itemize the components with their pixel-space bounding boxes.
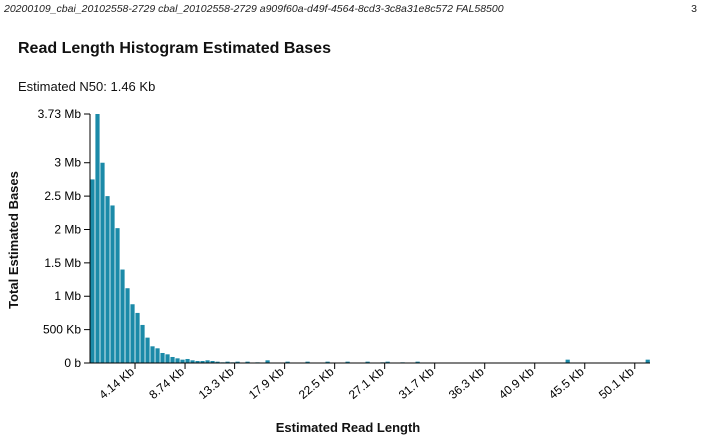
x-axis-title: Estimated Read Length — [276, 420, 421, 435]
histogram-bar — [175, 358, 180, 363]
histogram-bar — [160, 352, 165, 363]
histogram-bar — [235, 361, 240, 363]
histogram-bar — [190, 360, 195, 363]
histogram-bar — [185, 358, 190, 363]
x-tick-label: 22.5 Kb — [296, 364, 337, 402]
y-tick-label: 3 Mb — [54, 156, 81, 170]
n50-label: Estimated N50: 1.46 Kb — [18, 79, 156, 94]
y-tick-label: 0 b — [64, 356, 81, 370]
x-tick-label: 36.3 Kb — [446, 364, 487, 402]
histogram-bar — [285, 361, 290, 363]
x-tick-label: 13.3 Kb — [196, 364, 237, 402]
y-axis-title: Total Estimated Bases — [6, 171, 21, 309]
histogram-bar — [215, 361, 220, 363]
histogram-bar — [415, 361, 420, 363]
histogram-bar — [155, 348, 160, 363]
histogram-bar — [100, 162, 105, 363]
histogram-bar — [140, 324, 145, 363]
header-bar: 20200109_cbai_20102558-2729 cbal_2010255… — [4, 3, 697, 19]
histogram-bar — [135, 312, 140, 363]
x-tick-label: 50.1 Kb — [596, 364, 637, 402]
histogram-bar — [150, 346, 155, 363]
histogram-bar — [105, 196, 110, 363]
y-tick-label: 3.73 Mb — [38, 107, 82, 121]
chart-title: Read Length Histogram Estimated Bases — [18, 40, 331, 57]
x-tick-label: 17.9 Kb — [246, 364, 287, 402]
histogram-bar — [325, 361, 330, 363]
histogram-bar — [110, 205, 115, 363]
x-tick-label: 31.7 Kb — [396, 364, 437, 402]
y-tick-label: 2 Mb — [54, 222, 81, 236]
histogram-bar — [245, 361, 250, 363]
histogram-bar — [210, 361, 215, 363]
histogram-bar — [365, 361, 370, 363]
histogram-bar — [90, 179, 95, 363]
y-tick-label: 2.5 Mb — [44, 189, 81, 203]
histogram-bar — [115, 228, 120, 363]
histogram-bar — [305, 361, 310, 363]
x-tick-label: 4.14 Kb — [96, 364, 137, 402]
page-number: 3 — [691, 3, 697, 15]
x-tick-label: 45.5 Kb — [546, 364, 587, 402]
histogram-bar — [130, 304, 135, 363]
histogram-bar — [200, 361, 205, 363]
histogram-bar — [645, 359, 650, 363]
histogram-bar — [165, 354, 170, 363]
y-tick-label: 500 Kb — [43, 323, 81, 337]
histogram-bar — [565, 359, 570, 363]
histogram-bar — [180, 359, 185, 363]
histogram-bar — [125, 288, 130, 363]
histogram-bar — [345, 361, 350, 363]
y-tick-label: 1 Mb — [54, 289, 81, 303]
histogram-bar — [145, 337, 150, 363]
header-run-metadata: 20200109_cbai_20102558-2729 cbal_2010255… — [4, 3, 504, 15]
x-tick-label: 27.1 Kb — [346, 364, 387, 402]
histogram-bar — [205, 360, 210, 363]
histogram-bar — [195, 361, 200, 363]
x-tick-label: 8.74 Kb — [146, 364, 187, 402]
histogram-bar — [120, 269, 125, 363]
histogram-bar — [170, 356, 175, 363]
histogram-bar — [95, 114, 100, 363]
x-tick-label: 40.9 Kb — [496, 364, 537, 402]
histogram-bar — [385, 361, 390, 363]
histogram-bar — [225, 361, 230, 363]
y-tick-label: 1.5 Mb — [44, 256, 81, 270]
histogram-bar — [265, 360, 270, 363]
